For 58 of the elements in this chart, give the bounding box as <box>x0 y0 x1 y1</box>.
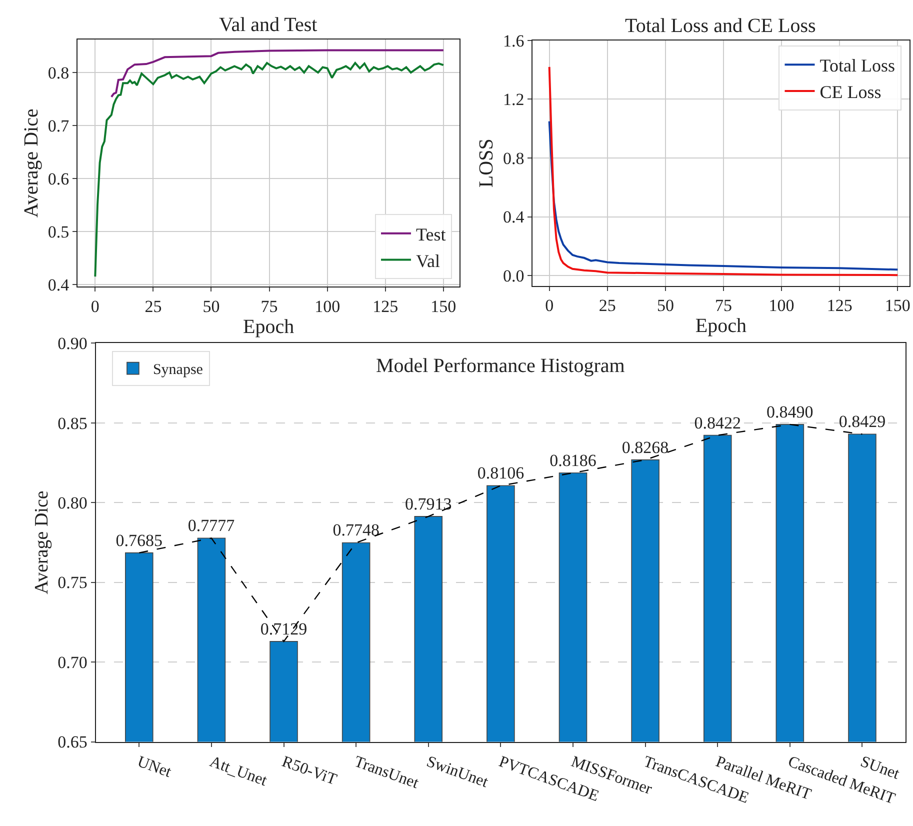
legend-label: Synapse <box>152 362 204 378</box>
data-label: 0.8429 <box>838 412 886 432</box>
data-label: 0.8268 <box>622 438 669 457</box>
y-tick-label: 0.80 <box>58 494 88 513</box>
x-tick-label: 100 <box>314 297 340 316</box>
y-tick-label: 0.90 <box>58 334 88 354</box>
line-series <box>110 49 444 98</box>
data-label: 0.7748 <box>332 520 380 540</box>
data-label: 0.7913 <box>405 494 452 514</box>
data-label: 0.8422 <box>694 413 741 432</box>
chart-title: Total Loss and CE Loss <box>625 15 816 37</box>
y-tick-label: 1.6 <box>502 31 524 50</box>
x-tick-label: 25 <box>598 296 616 316</box>
x-tick-label: 150 <box>884 296 910 316</box>
legend-label: Val <box>416 250 440 271</box>
x-tick-label: 75 <box>714 296 732 316</box>
x-tick-label: 125 <box>826 296 852 316</box>
legend-label: Total Loss <box>820 56 895 76</box>
y-tick-label: 0.0 <box>502 266 524 286</box>
y-tick-label: 0.8 <box>502 148 524 168</box>
x-tick-label: 100 <box>768 296 794 316</box>
y-axis-title: Average Dice <box>31 490 52 594</box>
y-tick-label: 0.65 <box>58 732 88 752</box>
y-tick-label: 1.2 <box>502 90 524 110</box>
y-tick-label: 0.8 <box>48 63 70 82</box>
line-series <box>94 62 444 278</box>
x-tick-label: 50 <box>202 297 220 316</box>
x-tick-label: 75 <box>260 297 278 316</box>
x-tick-label: UNet <box>135 753 174 782</box>
x-tick-label: 50 <box>656 296 674 316</box>
y-tick-label: 0.7 <box>48 116 70 136</box>
x-tick-label: 25 <box>144 297 162 316</box>
y-tick-label: 0.70 <box>58 652 88 672</box>
x-tick-label: 125 <box>372 297 398 316</box>
text: Model Performance Histogram <box>376 355 626 377</box>
y-tick-label: 0.5 <box>48 222 70 242</box>
x-tick-label: 0 <box>545 296 554 316</box>
data-label: 0.8186 <box>550 450 596 470</box>
y-tick-label: 0.6 <box>48 169 70 188</box>
x-tick-label: 0 <box>90 297 100 316</box>
legend-label: CE Loss <box>820 82 882 102</box>
y-axis-title: Average Dice <box>20 108 42 218</box>
y-axis-title: LOSS <box>475 138 498 188</box>
x-tick-label: 150 <box>430 297 456 316</box>
data-label: 0.7685 <box>116 530 163 550</box>
y-tick-label: 0.75 <box>58 573 88 592</box>
y-tick-label: 0.85 <box>58 414 88 433</box>
y-tick-label: 0.4 <box>502 208 525 227</box>
line-series <box>548 120 899 271</box>
data-label: 0.8490 <box>766 402 814 422</box>
x-axis-title: Epoch <box>695 315 746 338</box>
y-tick-label: 0.4 <box>48 275 70 294</box>
data-label: 0.7777 <box>188 516 236 536</box>
chart-title: Val and Test <box>219 14 318 36</box>
data-label: 0.7129 <box>260 619 308 638</box>
x-axis-title: Epoch <box>243 316 294 338</box>
legend-label: Test <box>416 224 446 244</box>
data-label: 0.8106 <box>477 464 524 483</box>
